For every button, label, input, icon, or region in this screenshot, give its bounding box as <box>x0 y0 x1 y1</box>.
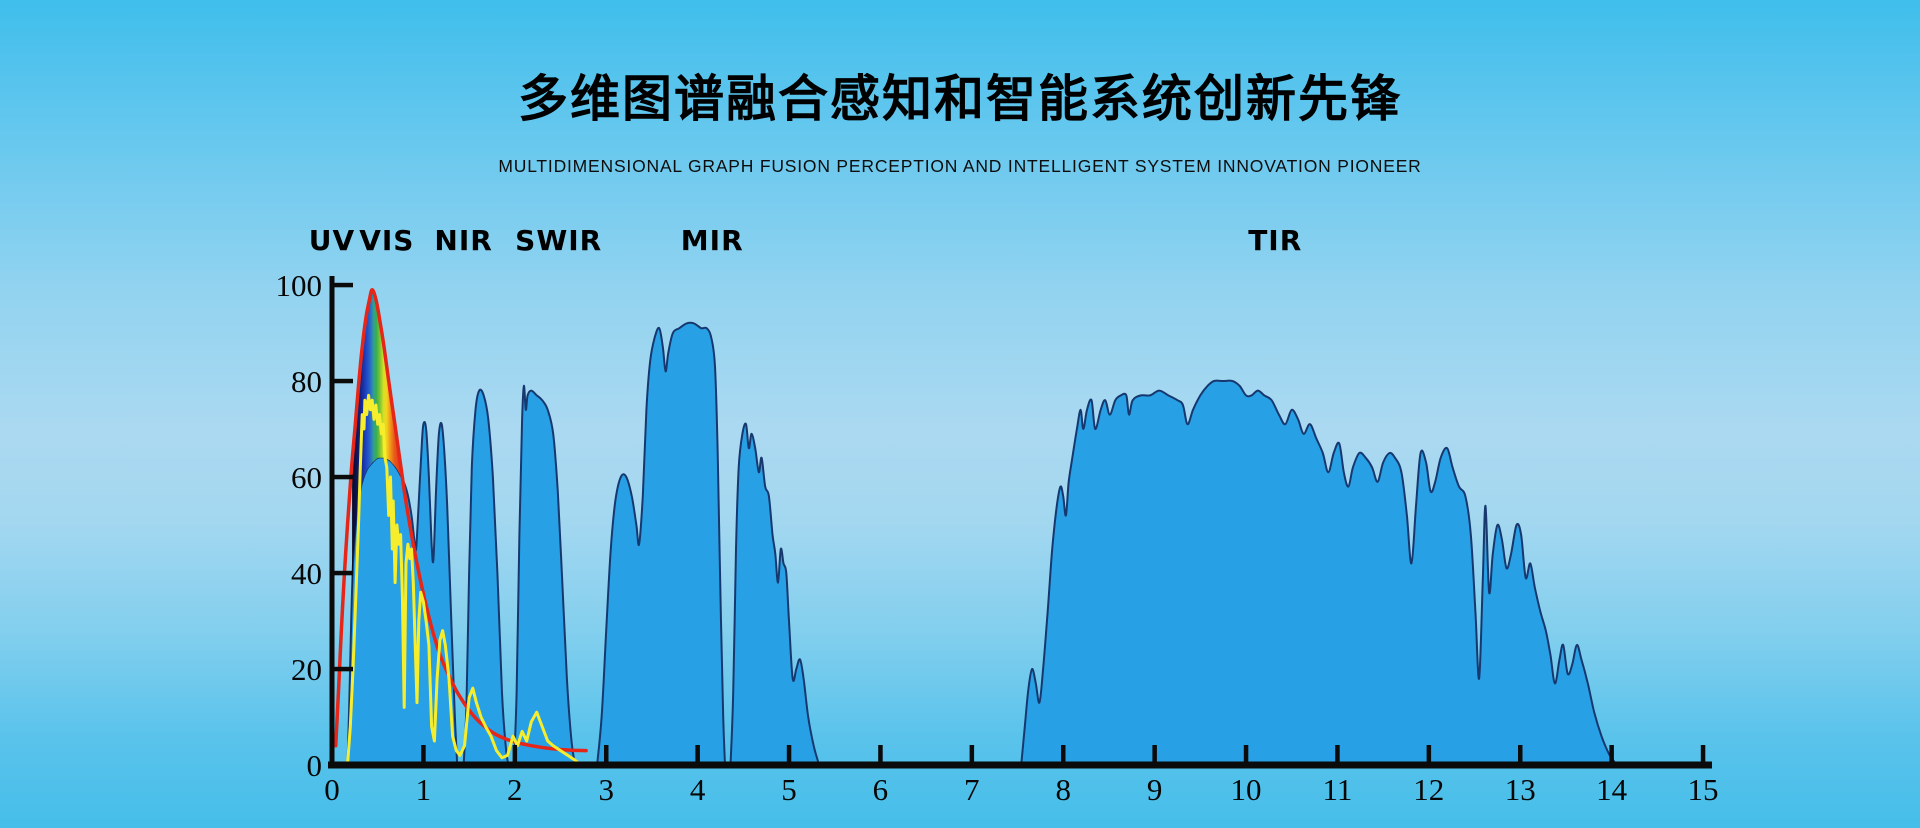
x-tick-label: 4 <box>690 772 706 807</box>
transmission-window-outline <box>596 321 726 766</box>
x-tick-label: 2 <box>507 772 523 807</box>
band-label-tir: TIR <box>1248 224 1302 257</box>
x-tick <box>1518 745 1523 762</box>
x-tick-label: 12 <box>1413 772 1444 807</box>
x-tick-label: 15 <box>1688 772 1719 807</box>
x-tick <box>969 745 975 762</box>
page-title: 多维图谱融合感知和智能系统创新先锋 <box>518 71 1402 127</box>
x-tick-label: 5 <box>781 772 797 807</box>
transmission-window-area <box>1021 380 1618 765</box>
transmission-window-outline <box>1020 379 1618 766</box>
x-tick-label: 14 <box>1596 772 1628 807</box>
y-tick-label: 40 <box>291 556 322 591</box>
y-tick <box>332 474 353 480</box>
y-tick-label: 20 <box>291 652 322 687</box>
band-label-mir: MIR <box>681 224 744 257</box>
y-axis <box>329 276 335 768</box>
transmission-window-area <box>463 389 509 765</box>
blackbody-envelope-curve <box>333 288 588 753</box>
x-tick-label: 0 <box>324 772 340 807</box>
rainbow-layer <box>352 290 403 593</box>
y-tick-label: 0 <box>307 748 323 783</box>
x-tick-label: 8 <box>1055 772 1071 807</box>
x-tick <box>1426 745 1432 762</box>
y-tick <box>332 282 353 288</box>
x-tick-label: 9 <box>1147 772 1163 807</box>
x-tick <box>604 745 609 762</box>
windows-layer <box>346 321 1618 766</box>
x-tick <box>512 745 518 762</box>
transmission-window-area <box>597 322 725 765</box>
visible-spectrum-rainbow-area <box>352 290 403 593</box>
x-tick <box>1335 745 1340 762</box>
transmission-window-outline <box>462 388 510 766</box>
x-tick-label: 11 <box>1322 772 1352 807</box>
x-tick <box>1609 745 1614 762</box>
band-label-nir: NIR <box>434 224 492 257</box>
transmission-window-outline <box>729 422 821 766</box>
x-tick-label: 3 <box>598 772 614 807</box>
y-tick-label: 100 <box>276 268 323 303</box>
x-tick <box>421 745 426 762</box>
y-tick-label: 80 <box>291 364 322 399</box>
x-tick <box>1243 745 1249 762</box>
x-tick-label: 6 <box>873 772 889 807</box>
y-tick-label: 60 <box>291 460 322 495</box>
x-tick <box>878 745 883 762</box>
x-axis <box>328 761 1712 769</box>
x-tick <box>786 745 792 762</box>
band-label-vis: VIS <box>359 224 414 257</box>
band-label-swir: SWIR <box>515 224 602 257</box>
x-tick <box>1152 745 1157 762</box>
x-tick <box>1700 745 1706 762</box>
band-labels-layer: UV VIS NIR SWIR MIR TIR <box>309 224 1302 257</box>
solar-spectrum-curve <box>346 393 582 767</box>
transmission-window-area <box>730 423 820 765</box>
x-tick-label: 7 <box>964 772 980 807</box>
page-subtitle: MULTIDIMENSIONAL GRAPH FUSION PERCEPTION… <box>498 156 1422 176</box>
x-tick <box>1061 745 1066 762</box>
curves-layer <box>333 288 588 767</box>
x-tick-label: 13 <box>1505 772 1536 807</box>
y-tick <box>332 570 353 576</box>
band-label-uv: UV <box>309 224 355 257</box>
x-tick-label: 1 <box>416 772 432 807</box>
x-tick-label: 10 <box>1231 772 1262 807</box>
transmission-window-area <box>513 385 576 765</box>
transmission-window-outline <box>512 384 577 766</box>
x-tick <box>695 745 700 762</box>
y-tick <box>332 666 353 672</box>
y-tick <box>332 378 353 384</box>
